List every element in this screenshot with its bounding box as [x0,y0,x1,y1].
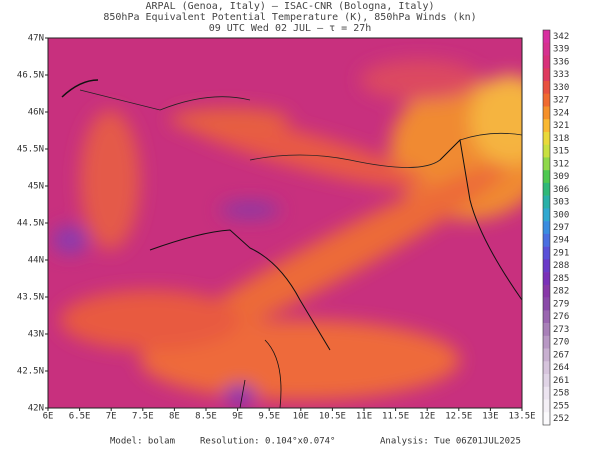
colorbar-label: 282 [553,287,569,297]
colorbar-label: 312 [553,159,569,169]
colorbar-cell [543,348,550,362]
colorbar-frame [542,29,551,426]
colorbar-cell [543,93,550,107]
y-tick-label: 43N [28,330,44,340]
y-tick-label: 45.5N [17,145,44,155]
x-tick-label: 8E [169,412,180,422]
colorbar-label: 321 [553,121,569,131]
colorbar-label: 264 [553,363,569,373]
colorbar-label: 276 [553,312,569,322]
colorbar-cell [543,361,550,375]
title-line: 09 UTC Wed 02 JUL – τ = 27h [209,23,372,34]
colorbar-label: 297 [553,223,569,233]
y-tick-label: 44.5N [17,219,44,229]
colorbar-label: 279 [553,299,569,309]
field [48,38,522,408]
colorbar-cell [543,399,550,413]
x-tick-label: 8.5E [195,412,217,422]
colorbar-cell [543,259,550,273]
colorbar-cell [543,272,550,286]
x-tick-label: 11E [356,412,372,422]
x-tick-label: 7.5E [132,412,154,422]
colorbar-label: 252 [553,414,569,424]
y-tick-label: 43.5N [17,293,44,303]
colorbar-cell [543,182,550,196]
x-tick-label: 12.5E [445,412,472,422]
colorbar-label: 255 [553,401,569,411]
colorbar-label: 339 [553,45,569,55]
x-tick-label: 12E [419,412,435,422]
colorbar-label: 303 [553,198,569,208]
colorbar-label: 309 [553,172,569,182]
colorbar-cell [543,323,550,337]
title-line: 850hPa Equivalent Potential Temperature … [103,12,476,23]
x-tick-label: 13E [482,412,498,422]
x-tick-label: 10.5E [319,412,346,422]
footer-resolution: Resolution: 0.104°x0.074° [200,437,335,447]
colorbar-cell [543,374,550,388]
x-tick-label: 11.5E [382,412,409,422]
colorbar-cell [543,157,550,171]
colorbar-cell [543,170,550,184]
colorbar-cell [543,55,550,69]
x-tick-label: 9.5E [258,412,280,422]
colorbar-cell [543,246,550,260]
footer-model: Model: bolam [110,437,175,447]
colorbar-cell [543,310,550,324]
y-tick-label: 45N [28,182,44,192]
colorbar-label: 327 [553,96,569,106]
y-tick-label: 46.5N [17,71,44,81]
colorbar-cell [543,131,550,145]
colorbar-label: 330 [553,83,569,93]
colorbar-label: 333 [553,70,569,80]
colorbar-label: 324 [553,108,569,118]
colorbar-label: 258 [553,389,569,399]
y-tick-label: 46N [28,108,44,118]
colorbar-cell [543,195,550,209]
colorbar-cell [543,80,550,95]
y-tick-label: 44N [28,256,44,266]
colorbar-cell [543,144,550,158]
colorbar-cell [543,68,550,82]
colorbar-cell [543,30,550,44]
colorbar-cell [543,106,550,120]
colorbar-label: 306 [553,185,569,195]
x-tick-label: 10E [293,412,309,422]
colorbar-cell [543,233,550,247]
colorbar-label: 267 [553,350,569,360]
colorbar-cell [543,297,550,311]
x-tick-label: 6E [43,412,54,422]
colorbar-label: 336 [553,57,569,67]
colorbar-label: 285 [553,274,569,284]
colorbar-label: 270 [553,338,569,348]
colorbar-label: 291 [553,248,569,258]
colorbar-label: 273 [553,325,569,335]
x-tick-label: 13.5E [508,412,535,422]
colorbar-cell [543,221,550,235]
colorbar-cell [543,42,550,56]
colorbar-label: 288 [553,261,569,271]
colorbar-label: 315 [553,147,569,157]
x-tick-label: 6.5E [69,412,91,422]
y-tick-label: 47N [28,34,44,44]
x-tick-label: 7E [106,412,117,422]
colorbar-cell [543,386,550,400]
colorbar-cell [543,119,550,133]
y-tick-label: 42.5N [17,367,44,377]
colorbar-label: 342 [553,32,569,42]
colorbar-label: 318 [553,134,569,144]
title-line: ARPAL (Genoa, Italy) – ISAC-CNR (Bologna… [146,1,435,12]
x-tick-label: 9E [232,412,243,422]
colorbar-cell [543,284,550,298]
y-tick-label: 42N [28,404,44,414]
footer-analysis: Analysis: Tue 06Z01JUL2025 [380,437,521,447]
colorbar-label: 300 [553,210,569,220]
colorbar-cell [543,335,550,349]
colorbar-label: 261 [553,376,569,386]
colorbar-label: 294 [553,236,569,246]
colorbar-cell [543,208,550,222]
colorbar-cell [543,412,550,426]
